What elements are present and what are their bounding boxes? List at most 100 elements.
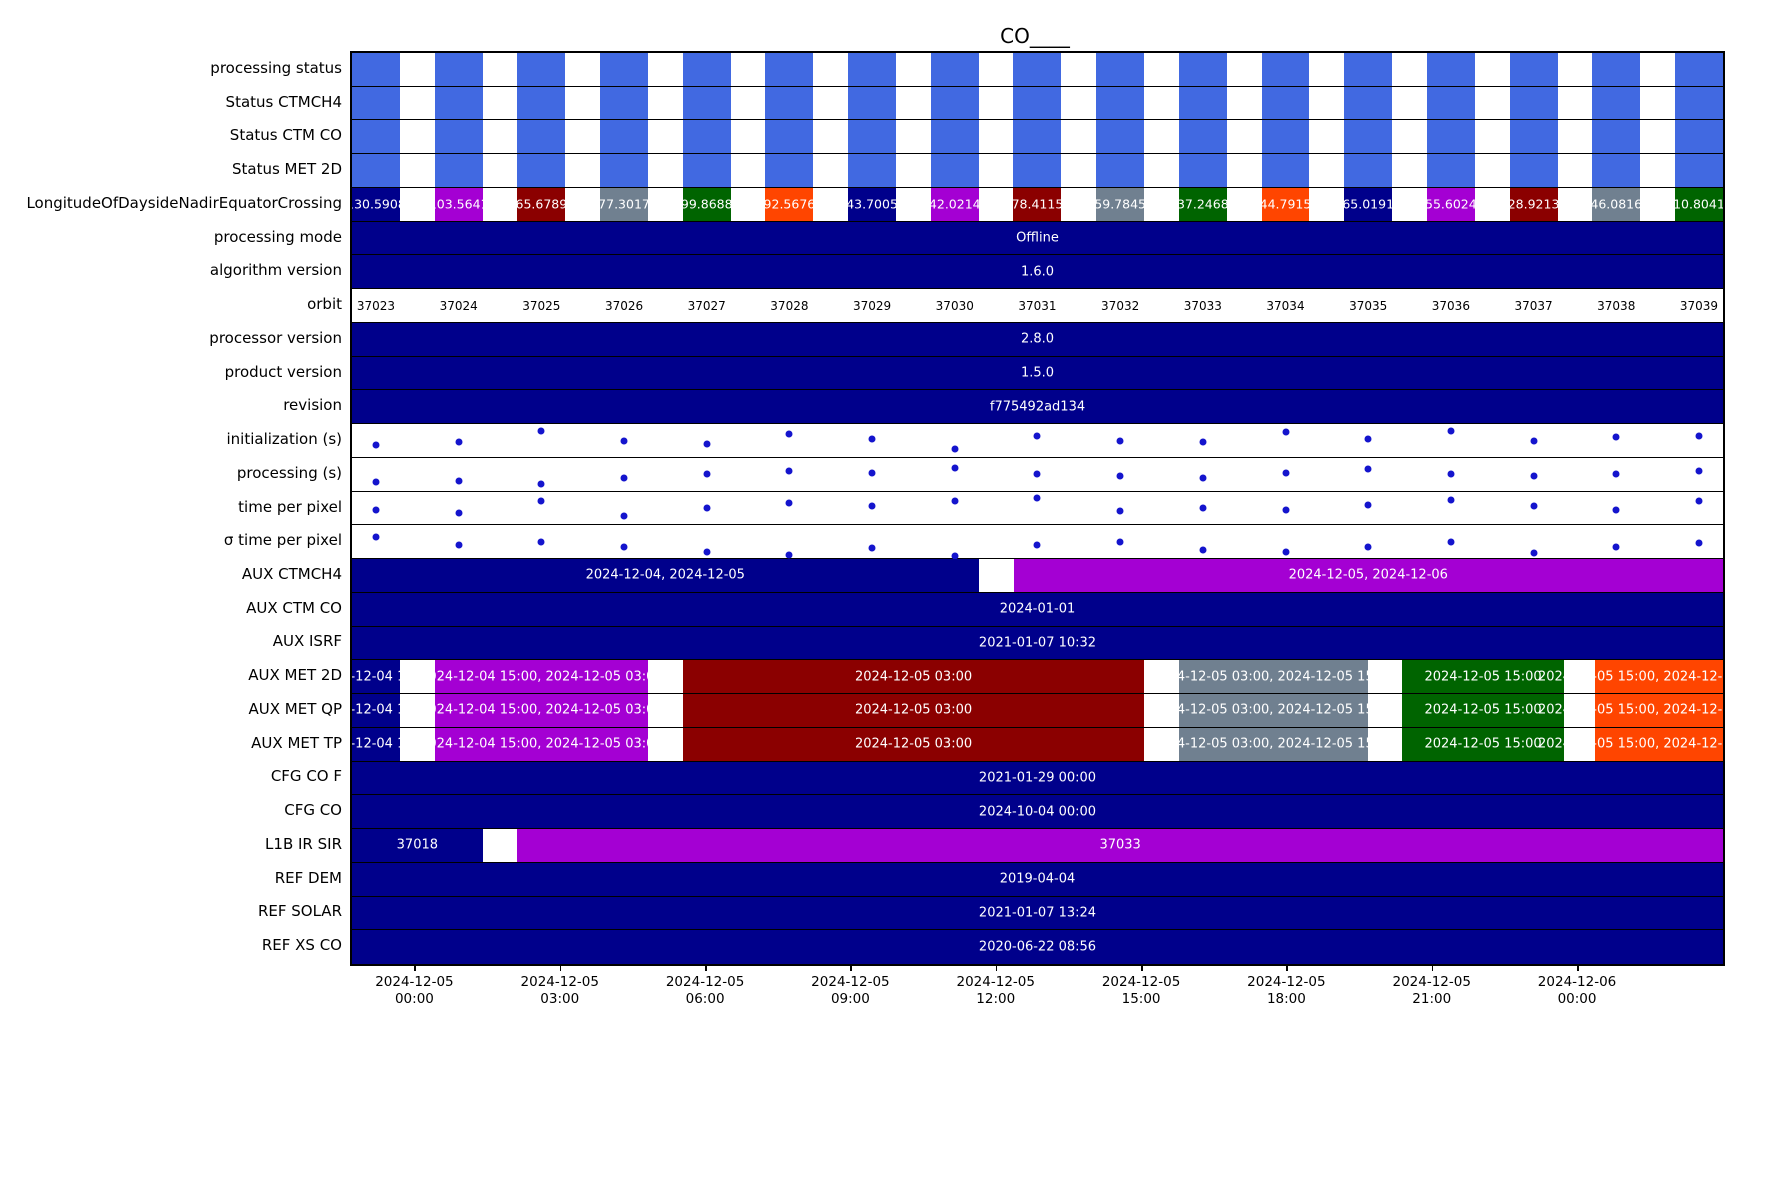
longitude-segment (930, 187, 979, 221)
longitude-segment (1426, 187, 1475, 221)
timeline-segment (352, 930, 1723, 964)
scatter-point (785, 430, 793, 438)
granule-status-bar (930, 120, 979, 154)
granule-status-bar (1509, 86, 1558, 120)
scatter-point (620, 474, 628, 482)
scatter-point (372, 533, 380, 541)
x-tick-mark (995, 964, 998, 971)
granule-status-bar (765, 120, 814, 154)
granule-status-bar (848, 53, 897, 86)
row-label-aux-isrf: AUX ISRF (272, 632, 342, 651)
segment-label: 2024-12-05, 2024-12-06 (1288, 567, 1448, 583)
granule-status-bar (1344, 120, 1393, 154)
granule-status-bar (1013, 154, 1062, 187)
granule-status-bar (765, 53, 814, 86)
timeline-segment (352, 559, 979, 592)
scatter-point (1199, 546, 1207, 554)
granule-status-bar (1592, 120, 1641, 154)
row-label-orbit: orbit (307, 295, 342, 314)
orbit-number: 37037 (1514, 298, 1553, 313)
row-label-aux-ctm-co: AUX CTM CO (246, 598, 342, 617)
scatter-point (951, 497, 959, 505)
segment-label: 2020-06-22 08:56 (978, 939, 1097, 955)
granule-status-bar (930, 86, 979, 120)
segment-label: 2024-12-04 15:00 (350, 669, 435, 685)
granule-status-bar (848, 86, 897, 120)
row-product-version: 1.5.0 (352, 356, 1723, 391)
scatter-point (537, 480, 545, 488)
row-label-longitudeofdaysidenadirequatorcrossing: LongitudeOfDaysideNadirEquatorCrossing (26, 193, 342, 212)
segment-label: 2024-12-05 15:00, 2024-12-06 03:00 (1537, 736, 1723, 752)
row-processor-version: 2.8.0 (352, 322, 1723, 357)
bar-value: 2.8.0 (1020, 331, 1055, 347)
row-processing-status (352, 53, 1723, 87)
scatter-point (455, 438, 463, 446)
longitude-segment (1674, 187, 1723, 221)
granule-status-bar (1592, 86, 1641, 120)
segment-label: 37018 (396, 837, 439, 853)
longitude-value: 42.0214 (928, 196, 981, 212)
orbit-number: 37036 (1431, 298, 1470, 313)
segment-label: 2024-12-05 15:00 (1424, 669, 1542, 685)
scatter-point (1612, 543, 1620, 551)
granule-status-bar (517, 53, 566, 86)
scatter-point (620, 437, 628, 444)
segment-label: 2024-12-04 15:00, 2024-12-05 03:00 (420, 736, 663, 752)
full-span-bar (352, 322, 1723, 356)
granule-status-bar (600, 86, 648, 120)
granule-status-bar (1674, 53, 1723, 86)
orbit-number: 37032 (1101, 298, 1140, 313)
scatter-point (1530, 437, 1538, 444)
x-tick-label: 2024-12-05 00:00 (375, 974, 454, 1007)
scatter-point (1199, 438, 1207, 446)
segment-label: 2024-12-05 15:00, 2024-12-06 03:00 (1537, 702, 1723, 718)
timeline-segment (517, 829, 1723, 862)
timeline-segment (1402, 660, 1564, 694)
scatter-point (703, 440, 711, 448)
scatter-point (1033, 494, 1041, 502)
granule-status-bar (1674, 86, 1723, 120)
granule-status-bar (1096, 154, 1145, 187)
orbit-number: 37034 (1266, 298, 1305, 313)
scatter-point (1447, 470, 1455, 478)
x-tick-label: 2024-12-05 09:00 (811, 974, 890, 1007)
segment-label: 37033 (1099, 837, 1141, 853)
timeline-segment (434, 727, 649, 761)
granule-status-bar (1261, 154, 1310, 187)
granule-status-bar (352, 53, 400, 86)
x-tick-label: 2024-12-06 00:00 (1537, 974, 1617, 1007)
longitude-segment (1013, 187, 1062, 221)
granule-status-bar (682, 86, 731, 120)
row-label-algorithm-version: algorithm version (209, 261, 342, 280)
scatter-point (372, 478, 380, 486)
orbit-number: 37025 (522, 298, 561, 313)
segment-label: 2024-12-05 03:00, 2024-12-05 15:00 (1152, 736, 1395, 752)
row-label-processing-mode: processing mode (213, 227, 342, 246)
longitude-segment (765, 187, 814, 221)
row-label-processing-status: processing status (210, 58, 342, 77)
timeline-segment (1402, 727, 1564, 761)
segment-label: 2019-04-04 (999, 871, 1076, 887)
row-ref-dem: 2019-04-04 (352, 862, 1723, 897)
scatter-point (620, 512, 628, 520)
orbit-number: 37028 (770, 298, 809, 313)
row-label-status-ctmch4: Status CTMCH4 (225, 92, 342, 111)
x-tick-label: 2024-12-05 18:00 (1247, 974, 1326, 1007)
timeline-segment (1402, 694, 1564, 727)
granule-status-bar (600, 53, 648, 86)
timeline-segment (434, 694, 649, 727)
granule-status-bar (1178, 120, 1227, 154)
timeline-segment (352, 862, 1723, 896)
row-label-aux-met-tp: AUX MET TP (251, 733, 342, 752)
row-label-status-ctm-co: Status CTM CO (229, 126, 342, 145)
scatter-point (868, 544, 876, 552)
longitude-segment (1344, 187, 1393, 221)
x-tick-mark (414, 964, 416, 971)
chart-title: CO____ (1000, 24, 1070, 48)
bar-value: 1.5.0 (1020, 365, 1055, 381)
x-tick-mark (1141, 964, 1143, 971)
segment-label: 2024-12-04 15:00 (350, 702, 435, 718)
scatter-point (1364, 465, 1372, 473)
